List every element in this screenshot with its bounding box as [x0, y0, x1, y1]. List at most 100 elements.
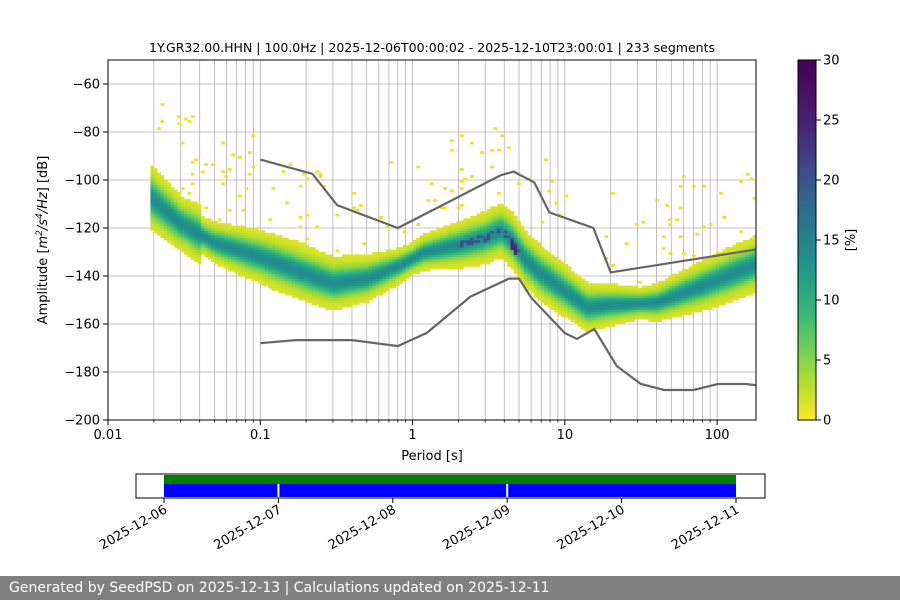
psd-cell [540, 288, 545, 291]
psd-cell [204, 247, 209, 250]
psd-cell [675, 280, 680, 284]
psd-cell [426, 256, 431, 260]
psd-cell [288, 247, 293, 250]
psd-cell [705, 278, 710, 282]
psd-cell [584, 312, 589, 315]
psd-cell [739, 259, 743, 262]
psd-cell [507, 232, 511, 236]
psd-cell [601, 321, 606, 325]
psd-cell [426, 244, 431, 248]
psd-cell [463, 235, 468, 238]
psd-cell [607, 285, 612, 289]
psd-cell [214, 256, 219, 260]
psd-cell [749, 252, 754, 255]
psd-cell [735, 276, 740, 279]
psd-cell [735, 271, 740, 274]
psd-cell [537, 264, 542, 267]
psd-cell [184, 247, 188, 250]
psd-cell [200, 235, 205, 238]
psd-cell [157, 218, 161, 222]
psd-cell [268, 259, 272, 262]
psd-cell [722, 261, 727, 265]
psd-cell [301, 278, 306, 282]
psd-cell [570, 297, 575, 301]
psd-cell [496, 237, 501, 241]
psd-cell [264, 261, 269, 265]
psd-cell [577, 292, 582, 296]
psd-cell [177, 228, 182, 231]
psd-cell [725, 259, 730, 262]
psd-cell [180, 230, 185, 234]
psd-cell [244, 240, 249, 243]
psd-cell [416, 266, 420, 270]
psd-cell [554, 271, 558, 274]
psd-cell [197, 225, 202, 229]
psd-cell [322, 285, 326, 289]
psd-cell [463, 264, 468, 267]
psd-cell [268, 254, 272, 258]
psd-cell [170, 196, 175, 200]
psd-cell [412, 256, 417, 260]
psd-cell [359, 288, 363, 291]
psd-cell [338, 261, 343, 265]
psd-cell [187, 237, 192, 241]
psd-cell [581, 304, 585, 308]
psd-cell [523, 276, 528, 279]
psd-cell [190, 213, 195, 217]
psd-cell [362, 259, 367, 262]
psd-cell [648, 316, 653, 320]
psd-cell [372, 295, 377, 298]
psd-cell [261, 273, 266, 277]
psd-cell [237, 247, 242, 250]
psd-cell [211, 223, 215, 226]
psd-cell [473, 256, 478, 260]
psd-cell [167, 240, 172, 243]
psd-cell [332, 283, 336, 286]
psd-cell [298, 242, 303, 246]
psd-cell [443, 237, 447, 241]
psd-cell [530, 254, 535, 258]
psd-cell [490, 206, 494, 210]
psd-cell [513, 268, 518, 272]
psd-cell [355, 290, 360, 294]
psd-cell [601, 285, 606, 289]
psd-cell [490, 211, 494, 214]
psd-cell [234, 242, 239, 246]
psd-cell [227, 225, 232, 229]
psd-cell [513, 220, 518, 224]
psd-cell [510, 261, 515, 265]
psd-cell [547, 302, 552, 306]
psd-cell [581, 290, 585, 294]
psd-cell [459, 249, 464, 253]
psd-cell [224, 175, 229, 178]
psd-cell [752, 256, 756, 260]
psd-cell [520, 268, 525, 272]
psd-cell [547, 297, 552, 301]
psd-cell [449, 242, 454, 246]
psd-cell [732, 283, 737, 286]
psd-cell [150, 165, 155, 169]
psd-cell [480, 228, 484, 231]
psd-cell [338, 256, 343, 260]
psd-cell [369, 261, 373, 265]
psd-cell [308, 288, 313, 291]
psd-cell [648, 307, 653, 310]
psd-cell [301, 254, 306, 258]
psd-cell [167, 235, 172, 238]
psd-cell [234, 232, 239, 236]
psd-cell [251, 237, 256, 241]
psd-cell [281, 242, 286, 246]
psd-cell [537, 297, 542, 301]
psd-cell [517, 264, 521, 267]
psd-cell [163, 204, 168, 207]
psd-cell [735, 280, 740, 284]
psd-cell [150, 199, 155, 202]
psd-cell [248, 249, 252, 253]
timeline-date-label: 2025-12-06 [97, 502, 170, 553]
psd-cell [429, 244, 434, 248]
psd-cell [456, 266, 461, 270]
psd-cell [163, 216, 168, 219]
psd-cell [607, 297, 612, 301]
psd-cell [584, 285, 589, 289]
psd-cell [187, 204, 192, 207]
